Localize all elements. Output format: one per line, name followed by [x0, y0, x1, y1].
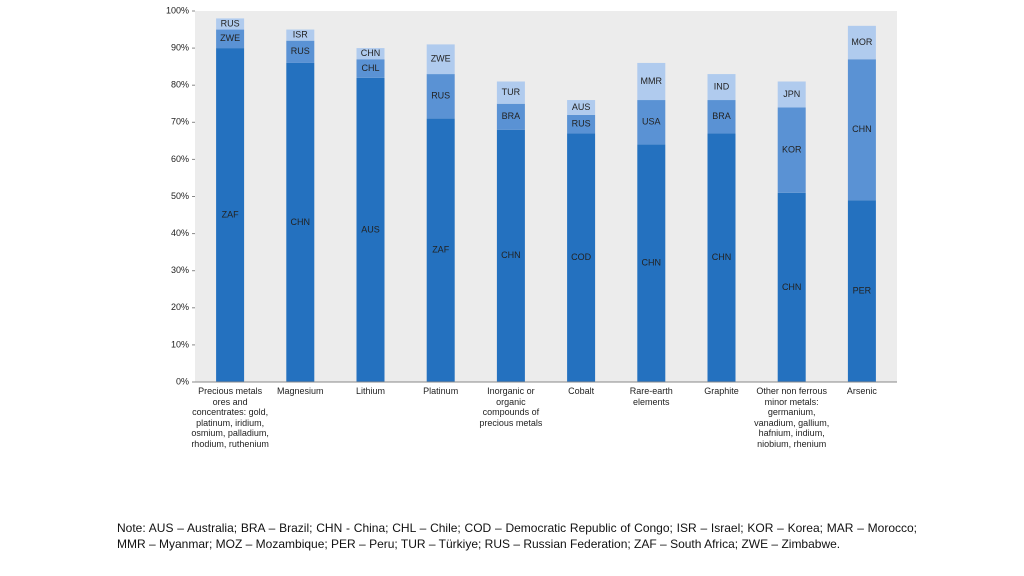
x-tick-label: Inorganic or organic compounds of precio… — [479, 386, 543, 428]
segment-label: RUS — [572, 119, 591, 129]
bar-segment — [637, 144, 666, 382]
x-tick-label: Precious metals ores and concentrates: g… — [191, 386, 269, 449]
bar-segment — [426, 118, 455, 382]
bar-segment — [637, 62, 666, 101]
segment-label: CHN — [642, 258, 662, 268]
segment-label: CHN — [712, 252, 732, 262]
y-tick-label: 10% — [171, 339, 189, 349]
bar-segment — [356, 48, 385, 60]
segment-label: MOR — [851, 37, 872, 47]
bar-segment — [496, 81, 525, 104]
segment-label: CHN — [361, 48, 381, 58]
segment-label: ZAF — [222, 209, 240, 219]
bar-segment — [707, 74, 736, 101]
y-tick-label: 100% — [166, 5, 189, 15]
y-tick-label: 70% — [171, 117, 189, 127]
y-tick-label: 40% — [171, 228, 189, 238]
segment-label: JPN — [783, 89, 800, 99]
segment-label: CHN — [501, 250, 521, 260]
segment-label: IND — [714, 81, 730, 91]
segment-label: CHL — [361, 63, 379, 73]
bar-segment — [567, 100, 596, 115]
segment-label: AUS — [572, 102, 591, 112]
bar-segment — [216, 48, 245, 382]
y-tick-label: 0% — [176, 376, 189, 386]
y-tick-label: 80% — [171, 80, 189, 90]
segment-label: CHN — [782, 282, 802, 292]
segment-label: ZWE — [431, 54, 451, 64]
segment-label: COD — [571, 252, 592, 262]
bar-segment — [847, 200, 876, 382]
bar-segment — [496, 129, 525, 382]
segment-label: RUS — [431, 91, 450, 101]
segment-label: AUS — [361, 224, 380, 234]
x-tick-label: Lithium — [355, 386, 385, 396]
segment-label: RUS — [221, 18, 240, 28]
bar-segment — [847, 59, 876, 201]
segment-label: KOR — [782, 145, 802, 155]
segment-label: ZWE — [220, 33, 240, 43]
bar-segment — [847, 25, 876, 60]
segment-label: CHN — [291, 217, 311, 227]
y-tick-label: 20% — [171, 302, 189, 312]
bar-segment — [356, 59, 385, 78]
x-tick-label: Rare-earth elements — [629, 386, 673, 407]
bar-segment — [777, 81, 806, 108]
segment-label: CHN — [852, 124, 872, 134]
bar-segment — [216, 29, 245, 49]
bar-segment — [637, 100, 666, 145]
y-tick-label: 60% — [171, 154, 189, 164]
segment-label: ISR — [293, 29, 309, 39]
x-tick-label: Platinum — [423, 386, 459, 396]
bar-segment — [777, 192, 806, 382]
y-tick-label: 90% — [171, 42, 189, 52]
bar-segment — [426, 74, 455, 119]
segment-label: PER — [853, 285, 872, 295]
x-tick-label: Cobalt — [568, 386, 595, 396]
bar-segment — [707, 100, 736, 134]
segment-label: ZAF — [432, 245, 450, 255]
bar-segment — [286, 62, 315, 382]
segment-label: USA — [642, 117, 661, 127]
bar-segment — [707, 133, 736, 382]
x-tick-label: Graphite — [704, 386, 739, 396]
bar-segment — [286, 29, 315, 41]
segment-label: BRA — [502, 111, 521, 121]
x-tick-label: Other non ferrous minor metals: germaniu… — [754, 386, 830, 449]
x-tick-label: Magnesium — [277, 386, 324, 396]
segment-label: BRA — [712, 111, 731, 121]
bar-segment — [777, 107, 806, 193]
segment-label: TUR — [502, 87, 521, 97]
segment-label: RUS — [291, 46, 310, 56]
y-tick-label: 30% — [171, 265, 189, 275]
segment-label: MMR — [641, 76, 663, 86]
bar-segment — [356, 77, 385, 382]
bar-segment — [426, 44, 455, 75]
x-tick-label: Arsenic — [846, 386, 877, 396]
bar-segment — [567, 133, 596, 382]
y-tick-label: 50% — [171, 191, 189, 201]
note: Note: AUS – Australia; BRA – Brazil; CHN… — [117, 521, 917, 551]
bar-segment — [216, 18, 245, 30]
bar-segment — [496, 103, 525, 130]
bar-segment — [567, 114, 596, 134]
bar-segment — [286, 40, 315, 63]
